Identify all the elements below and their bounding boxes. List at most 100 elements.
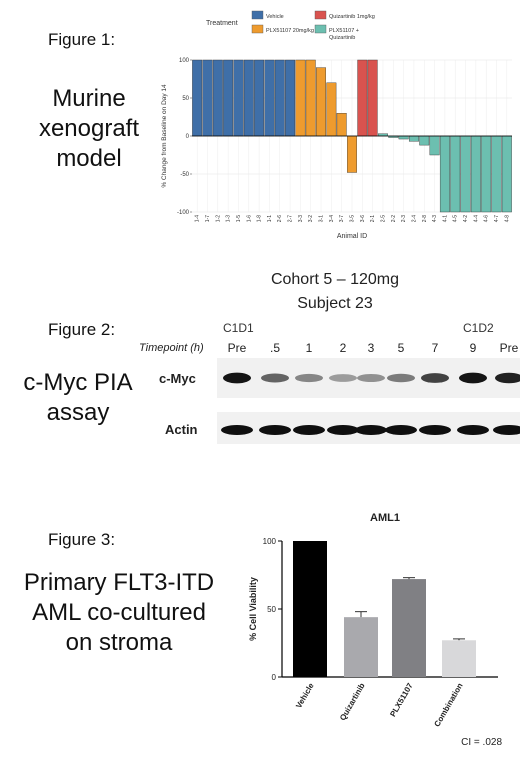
x-tick-label: Combination: [432, 681, 464, 728]
actin-band: [419, 425, 451, 435]
waterfall-bar: [223, 59, 234, 137]
legend-swatch: [251, 10, 264, 20]
timepoint-value: Pre: [228, 341, 247, 355]
waterfall-bar: [295, 59, 306, 137]
waterfall-bar: [212, 59, 223, 137]
actin-band: [355, 425, 387, 435]
figure3-caption: Primary FLT3-ITD AML co-cultured on stro…: [4, 568, 234, 658]
viability-chart: AML1 0 50 100 % Cell Viability Vehicle Quizart…: [248, 512, 502, 748]
waterfall-bar: [264, 59, 275, 137]
figure2-label: Figure 2:: [48, 320, 116, 339]
viability-bar: [442, 640, 476, 677]
y-tick-label: 0: [186, 134, 190, 140]
actin-band: [259, 425, 291, 435]
x-tick-label: 1-1: [267, 215, 273, 222]
cmyc-band: [459, 372, 487, 384]
x-tick-label: 2-5: [380, 215, 386, 222]
x-tick-label: 1-5: [236, 215, 242, 222]
x-tick-label: 2-4: [411, 215, 417, 222]
waterfall-bar: [243, 59, 254, 137]
legend-label: PLX51107 20mg/kg: [266, 28, 314, 34]
waterfall-bar: [481, 135, 492, 213]
timepoint-value: 3: [368, 341, 375, 355]
timepoint-value: 7: [432, 341, 439, 355]
cmyc-band: [261, 373, 289, 383]
x-tick-label: 1-2: [215, 215, 221, 222]
figure1-caption: Murine xenograft model: [14, 84, 164, 174]
actin-band: [327, 425, 359, 435]
figure2-caption-line: assay: [46, 399, 110, 426]
waterfall-bar: [192, 59, 203, 137]
cmyc-band: [329, 374, 357, 382]
waterfall-bar: [501, 135, 512, 213]
legend-swatch: [251, 24, 264, 34]
x-tick-label: 3-3: [298, 215, 304, 222]
viability-bar: [344, 617, 378, 677]
x-tick-label: 2-1: [370, 215, 376, 222]
legend-label: Vehicle: [266, 14, 284, 20]
waterfall-bar: [470, 135, 481, 213]
legend-title: Treatment: [206, 20, 238, 27]
x-tick-label: 3-6: [360, 215, 366, 222]
waterfall-bar: [305, 59, 316, 137]
timepoint-value: Pre: [500, 341, 519, 355]
x-tick-label: Quizartinib: [338, 681, 367, 722]
waterfall-bar: [450, 135, 461, 213]
legend-swatch: [314, 24, 327, 34]
cmyc-band: [357, 374, 385, 382]
y-axis-label: % Cell Viability: [248, 577, 258, 641]
waterfall-bar: [233, 59, 244, 137]
legend-label: Quizartinib: [329, 35, 355, 41]
x-tick-label: 1-6: [246, 215, 252, 222]
legend-label: Quizartinib 1mg/kg: [329, 14, 375, 20]
waterfall-bar: [274, 59, 285, 137]
x-tick-label: 4-8: [504, 215, 510, 222]
waterfall-chart: Treatment Vehicle Quizartinib 1mg/kg PLX511…: [161, 10, 512, 240]
ci-annotation: CI = .028: [461, 737, 502, 748]
y-tick-label: -100: [177, 210, 190, 216]
legend-label: PLX51107 +: [329, 28, 359, 34]
x-tick-label: 1-7: [205, 215, 211, 222]
waterfall-bar: [439, 135, 450, 213]
x-tick-label: 3-7: [339, 215, 345, 222]
waterfall-bar: [367, 59, 378, 137]
figure1-caption-line: Murine: [52, 85, 126, 112]
x-tick-label: 3-4: [329, 215, 335, 222]
actin-row-label: Actin: [165, 422, 198, 437]
cmyc-band: [495, 372, 520, 384]
waterfall-bar: [347, 135, 357, 173]
timepoint-label: Timepoint (h): [139, 342, 204, 354]
cmyc-band: [421, 373, 449, 383]
x-tick-label: 4-6: [484, 215, 490, 222]
waterfall-bar: [285, 59, 296, 137]
timepoint-value: .5: [270, 341, 280, 355]
subject-title: Subject 23: [297, 295, 373, 312]
western-blot: Cohort 5 – 120mg Subject 23 C1D1 C1D2 Timepo…: [139, 271, 520, 444]
timepoint-value: 1: [306, 341, 313, 355]
x-tick-label: 4-1: [442, 215, 448, 222]
figure3-caption-line: Primary FLT3-ITD: [23, 569, 215, 596]
x-tick-label: 4-5: [453, 215, 459, 222]
x-tick-label: 1-3: [226, 215, 232, 222]
waterfall-bar: [316, 67, 326, 137]
x-tick-label: 4-2: [463, 215, 469, 222]
waterfall-bar: [357, 59, 368, 137]
x-tick-label: 4-3: [432, 215, 438, 222]
x-tick-label: 3-1: [319, 215, 325, 222]
x-axis-label: Animal ID: [337, 233, 367, 240]
cmyc-band: [295, 373, 323, 383]
cmyc-band: [387, 373, 415, 383]
viability-bar: [392, 579, 426, 677]
figure3-label: Figure 3:: [48, 530, 116, 549]
waterfall-bar: [491, 135, 502, 213]
actin-band: [385, 425, 417, 435]
waterfall-bar: [254, 59, 265, 137]
y-tick-label: 50: [267, 605, 276, 614]
cohort-title: Cohort 5 – 120mg: [271, 271, 399, 288]
waterfall-bar: [408, 135, 419, 142]
waterfall-bar: [419, 135, 430, 146]
waterfall-bar: [429, 135, 440, 156]
x-tick-label: PLX51107: [388, 681, 415, 718]
figure2-caption: c-Myc PIA assay: [8, 368, 148, 428]
x-tick-label: 4-4: [473, 215, 479, 222]
